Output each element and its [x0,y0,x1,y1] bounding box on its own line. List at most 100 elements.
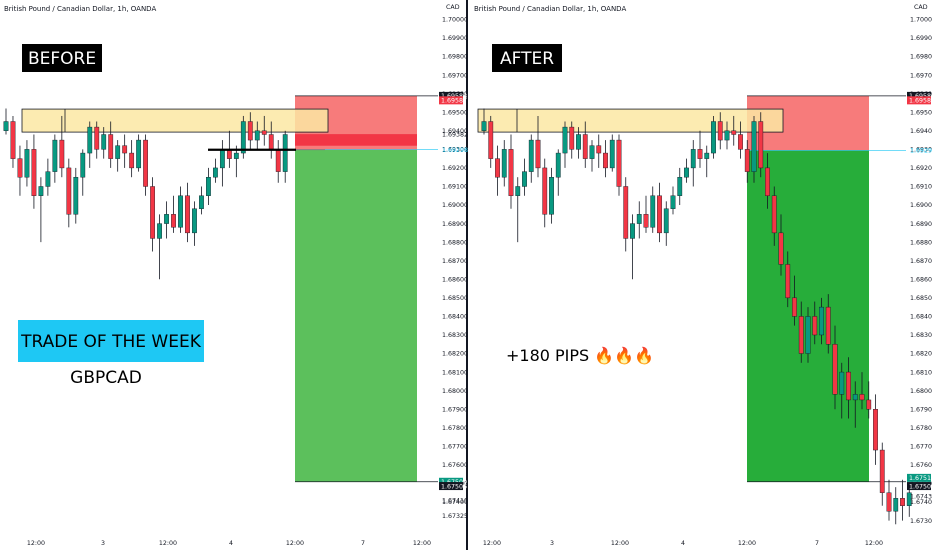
after-candle-body [846,371,851,401]
before-candle-body [233,152,239,159]
after-candle-body [738,134,743,150]
before-candle-body [185,195,190,234]
after-price-flag-bg [907,91,931,100]
before-y-tick: 1.69500 [442,109,468,116]
before-candle-body [94,126,100,150]
after-candle-body [711,121,716,154]
before-candle-body [115,145,121,159]
after-currency-label: CAD [914,4,928,11]
before-candle-body [66,167,72,215]
before-candle-body [240,121,246,154]
before-candle-body [59,139,65,169]
after-candle-body [704,152,710,159]
after-candle-body [751,121,757,172]
after-candle-body [488,121,494,159]
before-candle-body [122,145,128,154]
before-price-flag: 1.69382 [442,131,468,138]
after-y-tick: 1.68900 [910,221,932,228]
before-y-tick: 1.70000 [442,17,468,24]
after-candle-body [569,126,575,150]
after-candle-body [603,152,608,169]
before-candle-body [24,149,30,178]
after-candle-body [636,214,642,224]
before-candle-body [164,214,169,224]
after-x-tick: 12:00 [865,540,883,547]
after-candle-body [798,316,804,354]
after-candle-body [596,145,602,154]
after-candle-body [839,371,845,395]
before-y-tick: 1.67600 [442,462,468,469]
after-y-tick: 1.70000 [910,17,932,24]
after-candle-body [643,214,649,228]
before-candle-body [206,176,211,196]
before-y-tick: 1.67700 [442,444,468,451]
before-candle-body [178,195,183,228]
after-candle-body [832,344,838,395]
after-candle-body [771,195,777,234]
after-y-tick: 1.68800 [910,239,932,246]
before-y-tick: 1.69700 [442,72,468,79]
before-label-bg [22,44,102,72]
before-y-tick: 1.69800 [442,54,468,61]
after-candle-body [805,316,811,354]
after-candle-body [670,195,676,209]
after-y-tick: 1.67430 [910,494,932,501]
before-chart-title: British Pound / Canadian Dollar, 1h, OAN… [4,5,156,13]
before-candle-body [171,214,176,228]
after-candle-body [684,167,689,178]
before-y-tick: 1.69000 [442,202,468,209]
after-candle-body [900,498,905,506]
after-candle-body [542,167,548,215]
after-candle-body [582,134,588,159]
trade-banner-bg [18,320,204,362]
before-candle-body [254,130,260,141]
after-candle-body [792,297,797,317]
after-candle-body [535,139,541,169]
before-y-tick: 1.67900 [442,406,468,413]
before-candle-body [143,139,148,187]
after-y-tick: 1.69000 [910,202,932,209]
before-candle-body [129,152,135,169]
after-label-bg [492,44,562,72]
after-candle-body [765,167,770,196]
after-y-tick: 1.69500 [910,109,932,116]
before-price-flag-bg [439,477,463,486]
after-candle-body [690,149,696,169]
before-resistance-zone [21,108,329,133]
after-y-tick: 1.68500 [910,295,932,302]
after-candle-body [528,139,534,172]
before-y-tick: 1.68600 [442,276,468,283]
before-price-flag: 1.69298 [442,147,468,154]
before-y-tick: 1.68200 [442,351,468,358]
before-y-tick: 1.69400 [442,128,468,135]
after-candle-body [562,126,568,154]
before-candle-body [212,167,218,178]
before-x-tick: 12:00 [413,540,431,547]
before-y-tick: 1.69100 [442,184,468,191]
after-x-tick: 7 [815,540,819,547]
before-candle-body [31,149,37,196]
after-x-tick: 12:00 [483,540,501,547]
after-y-tick: 1.68400 [910,314,932,321]
after-candle-body [731,130,737,135]
after-candle-body [744,149,750,172]
after-candle-body [555,152,561,178]
before-candle-body [38,186,44,196]
after-candle-body [623,186,629,239]
before-y-tick: 1.67800 [442,425,468,432]
after-x-tick: 12:00 [611,540,629,547]
before-candle-body [136,139,142,169]
before-y-tick: 1.68000 [442,388,468,395]
after-resistance-zone [477,108,784,133]
after-candle-body [825,306,831,345]
before-y-tick: 1.67400 [442,499,468,506]
before-candle-body [108,134,114,159]
before-candle-body [268,134,274,150]
after-price-flag: 1.67512 [909,475,932,482]
after-y-tick: 1.69900 [910,35,932,42]
after-candle-body [481,121,487,131]
before-stop-band [295,134,417,146]
after-y-tick: 1.67900 [910,406,932,413]
before-candle-body [101,134,107,150]
